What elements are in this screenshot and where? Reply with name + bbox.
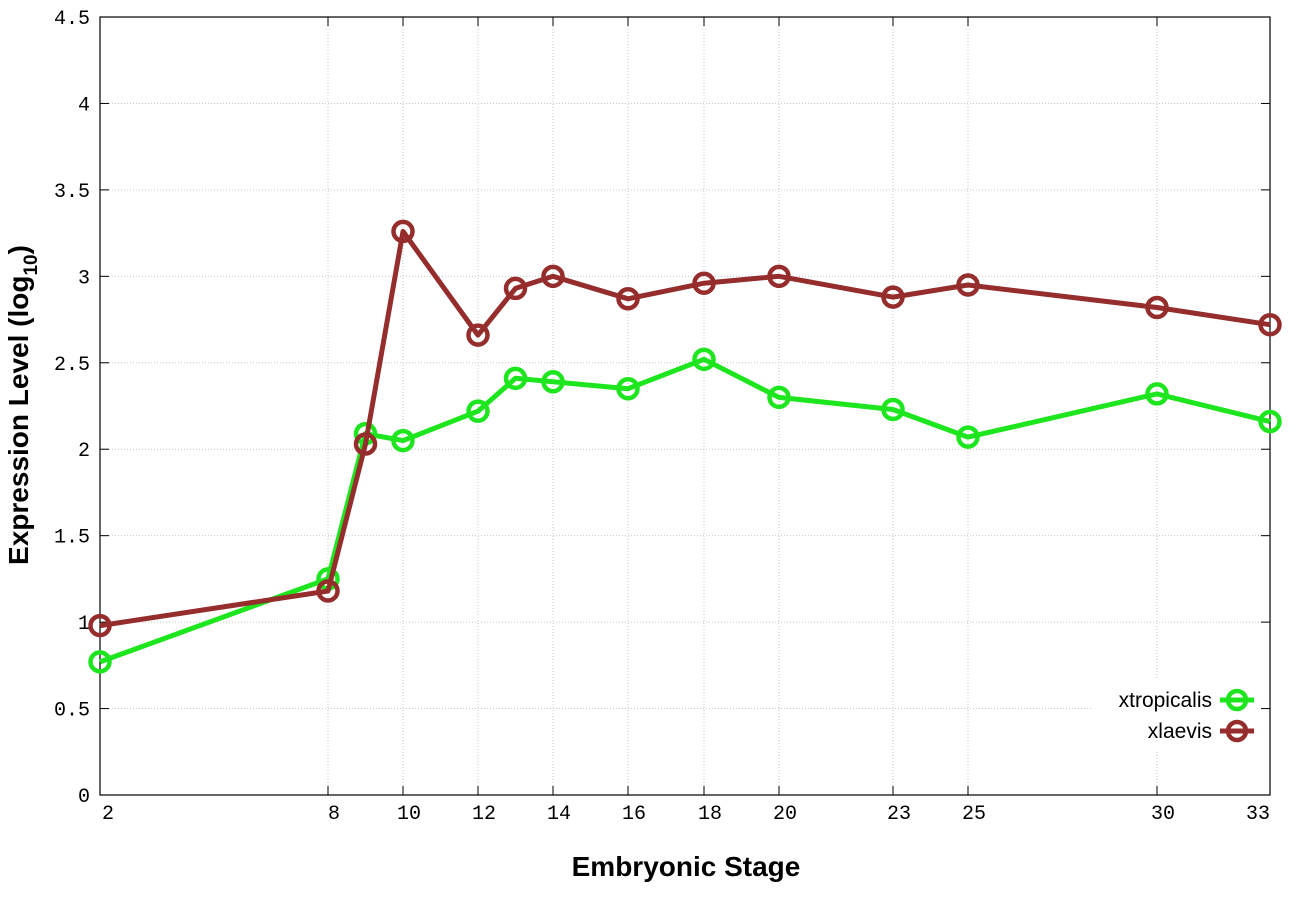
y-axis-title-close: ) <box>3 245 34 254</box>
data-point-xtropicalis <box>767 385 791 410</box>
x-tick-label: 10 <box>397 803 421 826</box>
series <box>88 219 1282 674</box>
data-point-xtropicalis <box>881 397 905 422</box>
series-line-xtropicalis <box>99 356 1271 665</box>
y-tick-label: 1.5 <box>54 527 90 550</box>
data-point-xlaevis <box>956 273 980 297</box>
data-point-xtropicalis <box>692 347 716 372</box>
y-axis-title: Expression Level (log10) <box>3 245 42 565</box>
y-axis-title-main: Expression Level (log <box>3 276 34 565</box>
data-point-xlaevis <box>503 276 528 301</box>
x-tick-label: 30 <box>1151 803 1175 826</box>
data-point-xlaevis <box>466 323 490 347</box>
y-tick-label: 0.5 <box>54 700 90 723</box>
data-point-xtropicalis <box>503 366 528 391</box>
data-point-xtropicalis <box>1258 409 1282 434</box>
data-point-xlaevis <box>692 271 716 295</box>
x-tick-label: 25 <box>962 803 986 826</box>
x-tick-label: 23 <box>887 803 911 826</box>
data-point-xlaevis <box>616 287 640 311</box>
data-point-xtropicalis <box>391 428 415 453</box>
data-point-xlaevis <box>316 579 340 603</box>
data-point-xlaevis <box>541 264 565 289</box>
data-point-xlaevis <box>1258 312 1282 337</box>
y-tick-label: 0 <box>78 786 90 809</box>
series-xtropicalis <box>88 347 1282 674</box>
y-tick-label: 3 <box>78 267 90 290</box>
data-point-xtropicalis <box>541 370 565 394</box>
x-tick-label: 12 <box>472 803 496 826</box>
data-point-xlaevis <box>767 264 791 289</box>
data-point-xlaevis <box>1145 295 1169 320</box>
x-axis-title: Embryonic Stage <box>572 851 801 882</box>
data-point-xtropicalis <box>956 425 980 449</box>
legend-label-xtropicalis: xtropicalis <box>1119 689 1212 712</box>
series-xlaevis <box>88 219 1282 638</box>
x-tick-label: 20 <box>773 803 797 826</box>
legend-marker-xtropicalis <box>1225 688 1249 712</box>
y-tick-label: 2.5 <box>54 354 90 377</box>
y-tick-label: 3.5 <box>54 181 90 204</box>
data-point-xlaevis <box>881 285 905 309</box>
x-tick-label: 33 <box>1246 803 1270 826</box>
data-point-xtropicalis <box>88 650 112 674</box>
legend-marker-xlaevis <box>1225 719 1249 743</box>
data-point-xtropicalis <box>1145 382 1169 406</box>
data-point-xlaevis <box>353 432 378 456</box>
y-tick-label: 2 <box>78 440 90 463</box>
plot-frame <box>99 16 1271 796</box>
series-line-xlaevis <box>99 228 1271 629</box>
y-axis-title-subscript: 10 <box>21 254 42 275</box>
data-point-xlaevis <box>391 219 415 244</box>
axis-ticks: 0 0.5 1 1.5 2 2.5 3 3.5 4 4.5 2 8 10 12 14 16 18 20 23 25 30… <box>54 8 1271 826</box>
grid <box>100 17 1270 795</box>
x-tick-label: 18 <box>698 803 722 826</box>
data-point-xlaevis <box>88 613 112 638</box>
y-tick-label: 4 <box>78 94 90 117</box>
y-tick-label: 1 <box>78 613 90 636</box>
legend-label-xlaevis: xlaevis <box>1148 720 1212 743</box>
x-tick-label: 2 <box>102 803 114 826</box>
x-tick-label: 16 <box>622 803 646 826</box>
y-tick-label: 4.5 <box>54 8 90 31</box>
x-tick-label: 8 <box>328 803 340 826</box>
data-point-xtropicalis <box>616 376 640 401</box>
data-point-xtropicalis <box>466 399 490 423</box>
legend: xtropicalis xlaevis <box>1092 680 1260 750</box>
x-tick-label: 14 <box>547 803 571 826</box>
